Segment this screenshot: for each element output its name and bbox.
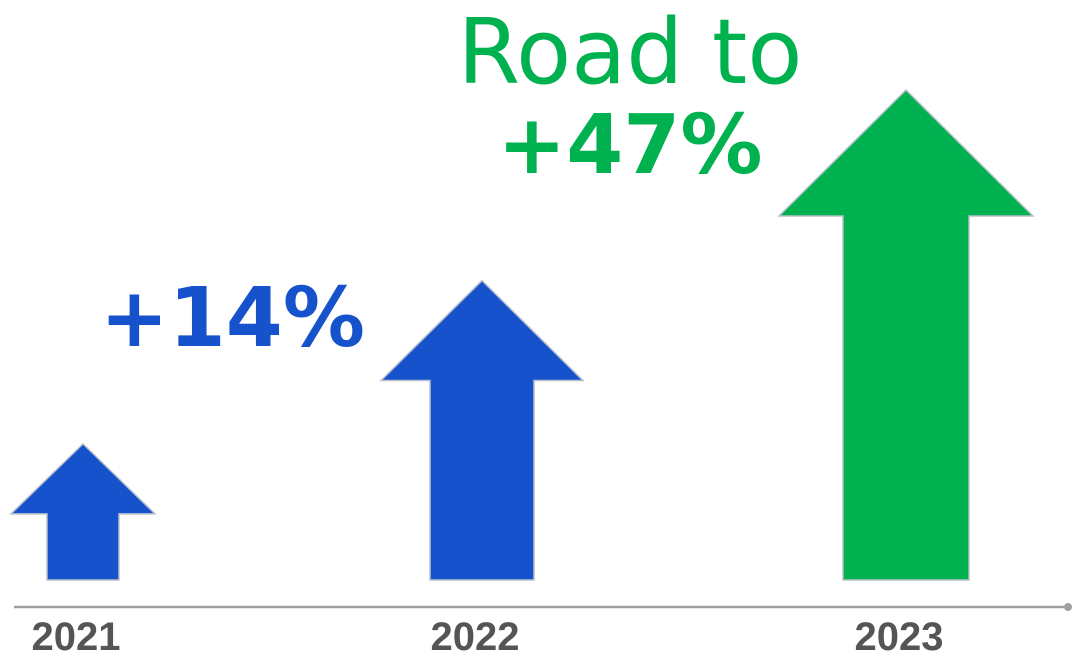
annotation-2023-line2: +47% [497, 97, 763, 193]
annotation-2022: +14% [100, 271, 365, 366]
arrow-bar-2022 [379, 279, 585, 581]
arrow-bar-2023 [777, 88, 1035, 581]
annotation-2023: Road to +47% [420, 0, 840, 193]
arrows-layer [9, 88, 1035, 581]
arrow-bar-2021 [9, 442, 157, 581]
year-label-2023: 2023 [855, 615, 944, 655]
year-label-2021: 2021 [32, 615, 121, 655]
x-axis-end-dot [1064, 603, 1072, 611]
year-labels: 2021 2022 2023 [32, 615, 944, 659]
year-label-2022: 2022 [431, 615, 520, 655]
annotation-2023-line1: Road to [457, 0, 803, 105]
